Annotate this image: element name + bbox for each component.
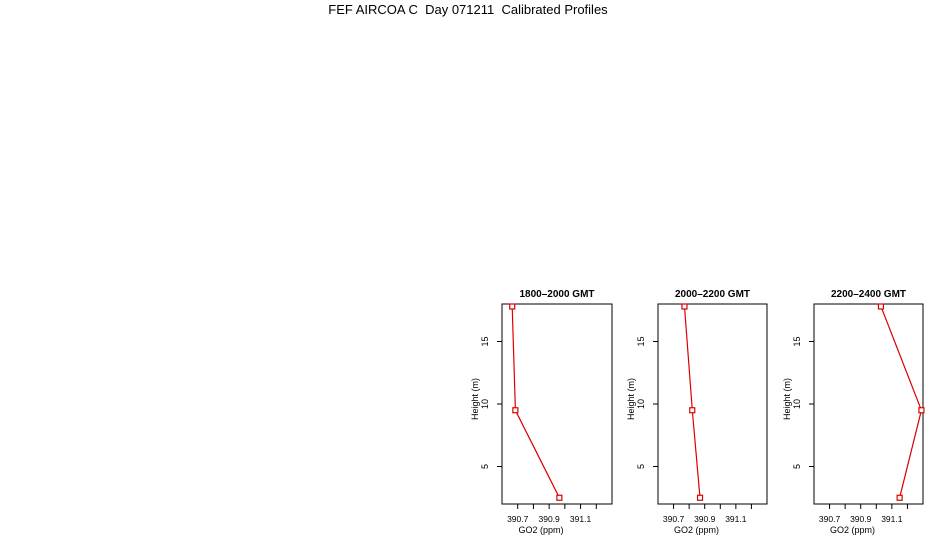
- chart-title: 2000–2200 GMT: [675, 289, 750, 300]
- data-point: [556, 494, 563, 501]
- x-tick-label: 391.1: [570, 514, 592, 524]
- series-line: [511, 306, 560, 499]
- chart-panel-2: 2000–2200 GMT 390.7 390.9 391.1 GO2 (ppm) 5 10…: [626, 289, 768, 535]
- chart-panel-3: 2200–2400 GMT 390.7 390.9 391.1 GO2 (ppm) 5 10…: [782, 289, 925, 535]
- y-axis-label: Height (m): [782, 378, 792, 420]
- y-tick-label: 10: [480, 399, 490, 409]
- plot-frame: [813, 303, 924, 505]
- y-tick-label: 15: [480, 336, 490, 346]
- x-tick-label: 390.9: [539, 514, 561, 524]
- chart-title: 1800–2000 GMT: [519, 289, 594, 300]
- data-point: [512, 407, 519, 414]
- y-tick-label: 5: [480, 464, 490, 469]
- x-tick-label: 390.7: [507, 514, 529, 524]
- y-tick-label: 15: [636, 336, 646, 346]
- x-axis-label: GO2 (ppm): [674, 525, 719, 535]
- y-tick-label: 15: [792, 336, 802, 346]
- series-line: [683, 306, 701, 498]
- data-point: [918, 407, 925, 414]
- series-line: [880, 306, 923, 498]
- data-point: [896, 494, 903, 501]
- y-tick-label: 10: [636, 399, 646, 409]
- x-tick-label: 391.1: [725, 514, 747, 524]
- chart-title: 2200–2400 GMT: [831, 289, 906, 300]
- y-axis-label: Height (m): [470, 378, 480, 420]
- data-point: [509, 303, 516, 310]
- data-point: [877, 303, 885, 310]
- x-tick-label: 390.7: [663, 514, 685, 524]
- y-tick-label: 5: [636, 464, 646, 469]
- x-axis-label: GO2 (ppm): [518, 525, 563, 535]
- chart-panel-1: 1800–2000 GMT 390.7 390.9 391.1 GO2 (ppm) 5 10…: [470, 289, 613, 535]
- x-axis-label: GO2 (ppm): [830, 525, 875, 535]
- y-tick-label: 10: [792, 399, 802, 409]
- data-point: [681, 303, 688, 310]
- x-tick-label: 390.9: [694, 514, 716, 524]
- x-tick-label: 391.1: [881, 514, 903, 524]
- plot-frame: [501, 303, 613, 505]
- data-point: [689, 407, 696, 414]
- y-axis-label: Height (m): [626, 378, 636, 420]
- x-tick-label: 390.9: [850, 514, 872, 524]
- y-tick-label: 5: [792, 464, 802, 469]
- page-title: FEF AIRCOA C Day 071211 Calibrated Profi…: [328, 2, 608, 17]
- x-tick-label: 390.7: [819, 514, 841, 524]
- plot-frame: [657, 303, 768, 505]
- data-point: [696, 494, 704, 501]
